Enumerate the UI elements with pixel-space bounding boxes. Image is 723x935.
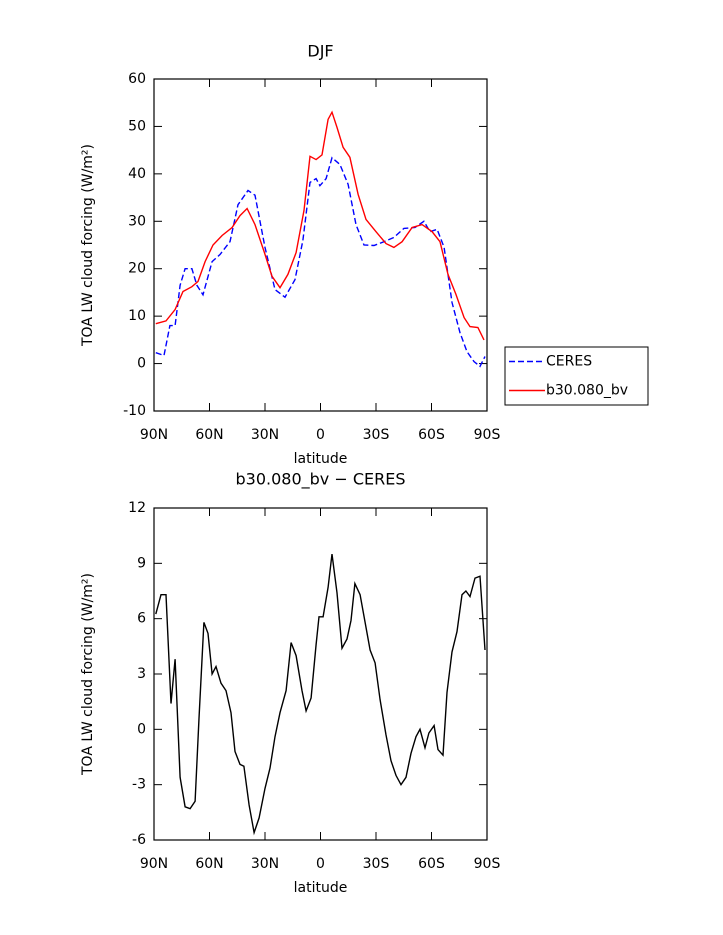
chart-title: DJF [307, 42, 333, 61]
plot-frame [153, 507, 488, 841]
x-tick-label: 30N [251, 427, 279, 443]
x-axis-label: latitude [294, 880, 348, 896]
y-tick-label: 3 [137, 666, 146, 682]
x-tick-label: 30S [363, 856, 390, 872]
y-tick-label: -10 [123, 403, 146, 419]
x-tick-label: 60N [195, 856, 223, 872]
y-tick-label: 0 [137, 721, 146, 737]
y-tick-label: 20 [128, 261, 146, 277]
x-tick-label: 30N [251, 856, 279, 872]
legend-box [504, 346, 649, 406]
data-line [155, 110, 485, 341]
y-tick-label: 12 [128, 500, 146, 516]
x-tick-label: 90S [474, 856, 501, 872]
y-tick-label: 10 [128, 308, 146, 324]
legend-label: b30.080_bv [546, 383, 628, 399]
x-axis-label: latitude [294, 451, 348, 467]
x-tick-label: 0 [316, 427, 325, 443]
x-tick-label: 60S [418, 427, 445, 443]
x-tick-label: 90S [474, 427, 501, 443]
chart-title: b30.080_bv − CERES [235, 470, 405, 490]
y-tick-label: 50 [128, 118, 146, 134]
data-line [155, 554, 486, 836]
y-tick-label: 30 [128, 213, 146, 229]
data-line [155, 156, 486, 368]
y-tick-label: 60 [128, 71, 146, 87]
y-tick-label: -3 [132, 777, 146, 793]
x-tick-label: 0 [316, 856, 325, 872]
y-tick-label: 40 [128, 166, 146, 182]
x-tick-label: 60N [195, 427, 223, 443]
plot-frame [153, 78, 488, 412]
legend-label: CERES [546, 354, 592, 370]
y-tick-label: -6 [132, 832, 146, 848]
x-tick-label: 90N [140, 427, 168, 443]
y-tick-label: 9 [137, 555, 146, 571]
x-tick-label: 90N [140, 856, 168, 872]
y-tick-label: 6 [137, 611, 146, 627]
x-tick-label: 60S [418, 856, 445, 872]
y-axis-label: TOA LW cloud forcing (W/m²) [80, 144, 96, 347]
y-tick-label: 0 [137, 356, 146, 372]
y-axis-label: TOA LW cloud forcing (W/m²) [80, 573, 96, 776]
x-tick-label: 30S [363, 427, 390, 443]
